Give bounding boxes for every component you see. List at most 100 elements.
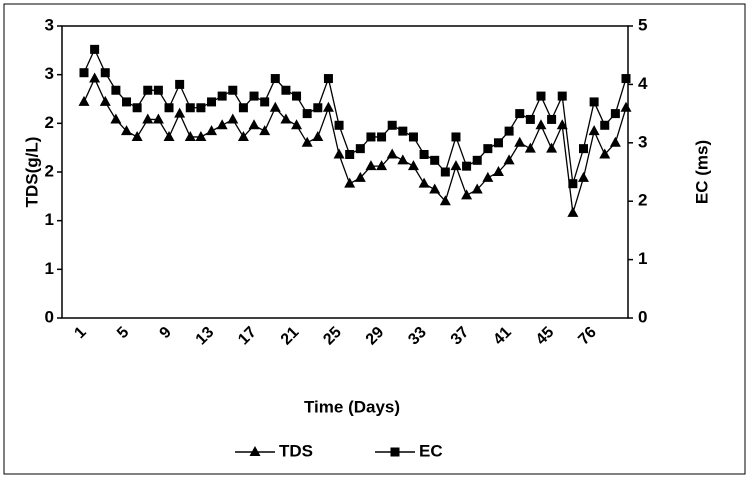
y2-tick-label: 4 [638, 74, 648, 93]
triangle-marker [535, 119, 547, 130]
triangle-marker [195, 130, 207, 141]
square-marker [281, 85, 291, 95]
triangle-marker [216, 119, 228, 130]
triangle-marker [322, 101, 334, 112]
y-tick-label: 0 [45, 307, 54, 326]
triangle-marker [429, 183, 441, 194]
triangle-marker [269, 101, 281, 112]
square-marker [430, 155, 440, 165]
square-marker [610, 109, 620, 119]
square-marker [196, 103, 206, 113]
square-marker [143, 85, 153, 95]
triangle-marker [131, 130, 143, 141]
triangle-marker [556, 119, 568, 130]
triangle-marker [407, 160, 419, 171]
y2-tick-label: 5 [638, 15, 647, 34]
triangle-marker [461, 189, 473, 200]
square-marker [462, 161, 472, 171]
triangle-marker [259, 125, 271, 136]
triangle-marker [546, 142, 558, 153]
legend-label: EC [419, 441, 443, 460]
square-marker [228, 85, 238, 95]
triangle-marker [142, 113, 154, 124]
square-marker [132, 103, 142, 113]
square-marker [334, 120, 344, 130]
triangle-marker [110, 113, 122, 124]
triangle-marker [588, 125, 600, 136]
y-tick-label: 3 [45, 64, 54, 83]
triangle-marker [439, 195, 451, 206]
triangle-marker [577, 171, 589, 182]
square-marker [504, 126, 514, 136]
triangle-marker [152, 113, 164, 124]
square-marker [472, 155, 482, 165]
square-marker [557, 91, 567, 101]
square-marker [408, 132, 418, 142]
y-axis-title: TDS(g/L) [22, 137, 41, 208]
square-marker [536, 91, 546, 101]
triangle-marker [163, 130, 175, 141]
square-marker [260, 97, 270, 107]
y2-tick-label: 2 [638, 191, 647, 210]
triangle-marker [184, 130, 196, 141]
square-marker [302, 109, 312, 119]
triangle-marker [280, 113, 292, 124]
triangle-marker [397, 154, 409, 165]
square-marker [525, 114, 535, 124]
square-marker [589, 97, 599, 107]
triangle-marker [418, 177, 430, 188]
square-marker [568, 179, 578, 189]
triangle-marker [514, 136, 526, 147]
square-marker [100, 68, 110, 78]
square-marker [419, 149, 429, 159]
y-tick-label: 3 [45, 15, 54, 34]
square-marker [79, 68, 89, 78]
y-tick-label: 2 [45, 113, 54, 132]
triangle-marker [567, 206, 579, 217]
square-marker [175, 79, 185, 89]
square-marker [90, 44, 100, 54]
triangle-marker [482, 171, 494, 182]
y-tick-label: 2 [45, 161, 54, 180]
triangle-marker [99, 95, 111, 106]
square-marker [578, 144, 588, 154]
square-marker [111, 85, 121, 95]
triangle-marker [609, 136, 621, 147]
square-marker [323, 74, 333, 84]
triangle-marker [248, 119, 260, 130]
square-marker [185, 103, 195, 113]
legend-marker [249, 446, 261, 456]
triangle-marker [237, 130, 249, 141]
triangle-marker [471, 183, 483, 194]
triangle-marker [206, 125, 218, 136]
series-line [83, 47, 627, 184]
y-tick-label: 1 [45, 210, 54, 229]
x-axis-title: Time (Days) [304, 397, 400, 416]
y2-tick-label: 3 [638, 132, 647, 151]
square-marker [153, 85, 163, 95]
square-marker [270, 74, 280, 84]
triangle-marker [333, 148, 345, 159]
square-marker [345, 149, 355, 159]
y2-axis-title: EC (ms) [692, 140, 711, 204]
square-marker [164, 103, 174, 113]
square-marker [249, 91, 259, 101]
legend-marker [390, 447, 400, 457]
square-marker [238, 103, 248, 113]
triangle-marker [450, 160, 462, 171]
triangle-marker [312, 130, 324, 141]
square-marker [377, 132, 387, 142]
triangle-marker [599, 148, 611, 159]
square-marker [493, 138, 503, 148]
triangle-marker [376, 160, 388, 171]
triangle-marker [620, 101, 632, 112]
square-marker [398, 126, 408, 136]
square-marker [207, 97, 217, 107]
square-marker [600, 120, 610, 130]
square-marker [621, 74, 631, 84]
triangle-marker [227, 113, 239, 124]
square-marker [313, 103, 323, 113]
triangle-marker [492, 166, 504, 176]
square-marker [483, 144, 493, 154]
